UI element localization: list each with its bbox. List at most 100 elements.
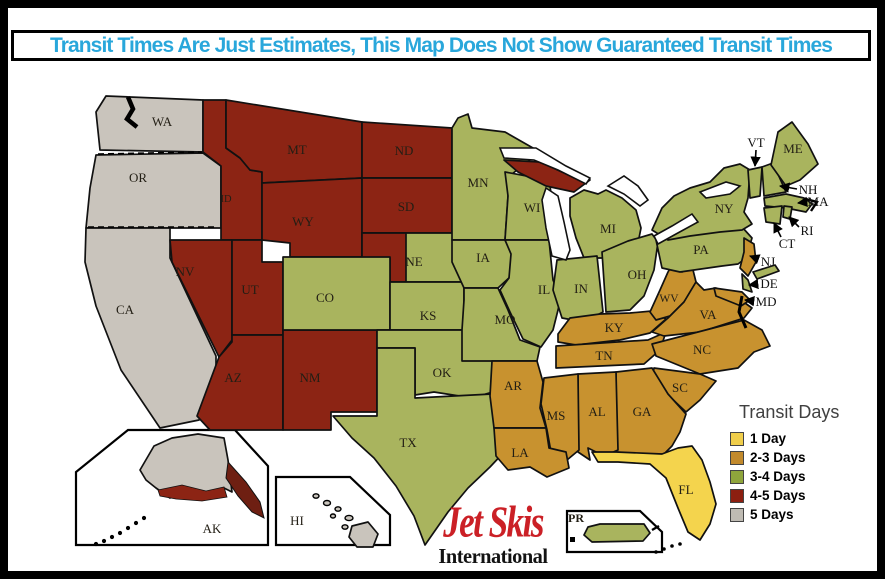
state-label-al: AL (588, 404, 605, 419)
state-fl (591, 445, 717, 541)
state-label-hi: HI (290, 513, 304, 528)
legend-label-3-4: 3-4 Days (750, 468, 806, 484)
aleutian-island (133, 520, 139, 526)
florida-keys-dot (654, 550, 658, 554)
state-mo (461, 287, 541, 362)
state-hi (348, 521, 379, 548)
state-ri (782, 205, 793, 220)
state-label-ut: UT (241, 282, 258, 297)
state-mi (569, 189, 642, 259)
state-label-la: LA (511, 445, 529, 460)
aleutian-island (141, 515, 147, 521)
state-tx (332, 347, 507, 546)
wa-or-border (97, 151, 203, 155)
state-oh (601, 233, 659, 313)
state-label-pr: PR (568, 511, 584, 525)
state-label-ny: NY (715, 201, 734, 216)
legend-swatch-2-3 (730, 450, 744, 465)
state-label-de: DE (760, 276, 777, 291)
puget-sound-mark (124, 96, 139, 129)
state-label-nc: NC (693, 342, 711, 357)
state-label-ma: MA (808, 194, 830, 209)
legend-title: Transit Days (739, 402, 840, 422)
disclaimer-banner: Transit Times Are Just Estimates, This M… (11, 30, 871, 61)
state-label-ak: AK (203, 521, 222, 536)
state-label-mn: MN (468, 175, 490, 190)
state-label-ky: KY (605, 320, 624, 335)
state-label-mi: MI (600, 221, 616, 236)
aleutian-island (101, 538, 107, 544)
state-nj (739, 237, 757, 277)
logo-line1: Jet Skis (443, 496, 544, 547)
legend-label-1: 1 Day (750, 430, 787, 446)
state-label-nh: NH (799, 182, 818, 197)
legend-label-2-3: 2-3 Days (750, 449, 806, 465)
state-pr (583, 523, 651, 543)
state-label-tx: TX (399, 435, 417, 450)
label-arrow-ma (796, 196, 808, 207)
transit-days-legend: Transit Days 1 Day 2-3 Days 3-4 Days 4-5 Da… (730, 402, 877, 524)
florida-keys-dot (678, 542, 682, 546)
label-arrow-de (747, 278, 759, 290)
legend-swatch-5 (730, 507, 744, 522)
lake-erie (652, 212, 700, 246)
disclaimer-text: Transit Times Are Just Estimates, This M… (49, 33, 833, 57)
state-label-nj: NJ (761, 254, 775, 269)
alaska-south-coast (157, 484, 228, 502)
company-logo: Jet Skis International (408, 496, 578, 568)
state-label-me: ME (783, 141, 803, 156)
florida-keys-dot (662, 547, 666, 551)
hawaii-island (312, 493, 320, 499)
logo-line2: International (438, 544, 548, 568)
state-or (85, 152, 222, 229)
state-label-mo: MO (495, 312, 516, 327)
label-arrow-vt (750, 149, 761, 168)
hawaii-island (329, 513, 337, 519)
legend-swatch-3-4 (730, 469, 744, 484)
state-label-wi: WI (524, 200, 541, 215)
pr-small-island (570, 537, 575, 542)
label-arrow-md (743, 296, 755, 307)
state-label-nd: ND (395, 143, 414, 158)
state-label-ok: OK (433, 365, 452, 380)
legend-item-2-3: 2-3 Days (730, 448, 877, 467)
state-label-or: OR (129, 170, 147, 185)
state-label-oh: OH (628, 267, 647, 282)
us-transit-map: WA OR CA ID NV UT AZ MT WY NM ND SD NE CO KS OK TX MN IA MO… (74, 95, 830, 554)
legend-item-5: 5 Days (730, 505, 877, 524)
state-wa (95, 95, 204, 153)
hawaii-island (334, 506, 342, 512)
legend-item-1: 1 Day (730, 429, 877, 448)
state-label-fl: FL (678, 482, 693, 497)
state-label-nm: NM (300, 370, 321, 385)
state-il (499, 239, 562, 348)
legend-swatch-1 (730, 431, 744, 446)
state-label-sd: SD (398, 199, 415, 214)
state-label-ri: RI (801, 223, 814, 238)
legend-item-3-4: 3-4 Days (730, 467, 877, 486)
state-ct (763, 205, 783, 225)
state-label-nv: NV (176, 264, 195, 279)
state-label-md: MD (756, 294, 777, 309)
legend-label-4-5: 4-5 Days (750, 487, 806, 503)
state-label-wy: WY (292, 214, 314, 229)
cape-cod-mark (805, 197, 819, 212)
hawaii-island (341, 524, 349, 530)
state-nm (282, 329, 378, 431)
label-arrow-ri (788, 216, 800, 228)
state-label-wv: WV (659, 293, 679, 305)
state-co (282, 256, 391, 331)
state-label-vt: VT (747, 135, 764, 150)
state-label-ga: GA (633, 404, 652, 419)
label-arrow-nj (749, 254, 761, 265)
state-label-ct: CT (779, 236, 796, 251)
florida-keys-dot (670, 544, 674, 548)
hawaii-island (344, 514, 354, 522)
state-label-il: IL (538, 282, 550, 297)
legend-label-5: 5 Days (750, 506, 794, 522)
state-label-mt: MT (287, 142, 307, 157)
state-label-wa: WA (152, 114, 173, 129)
alaska-panhandle (225, 460, 265, 519)
state-label-ks: KS (420, 308, 437, 323)
